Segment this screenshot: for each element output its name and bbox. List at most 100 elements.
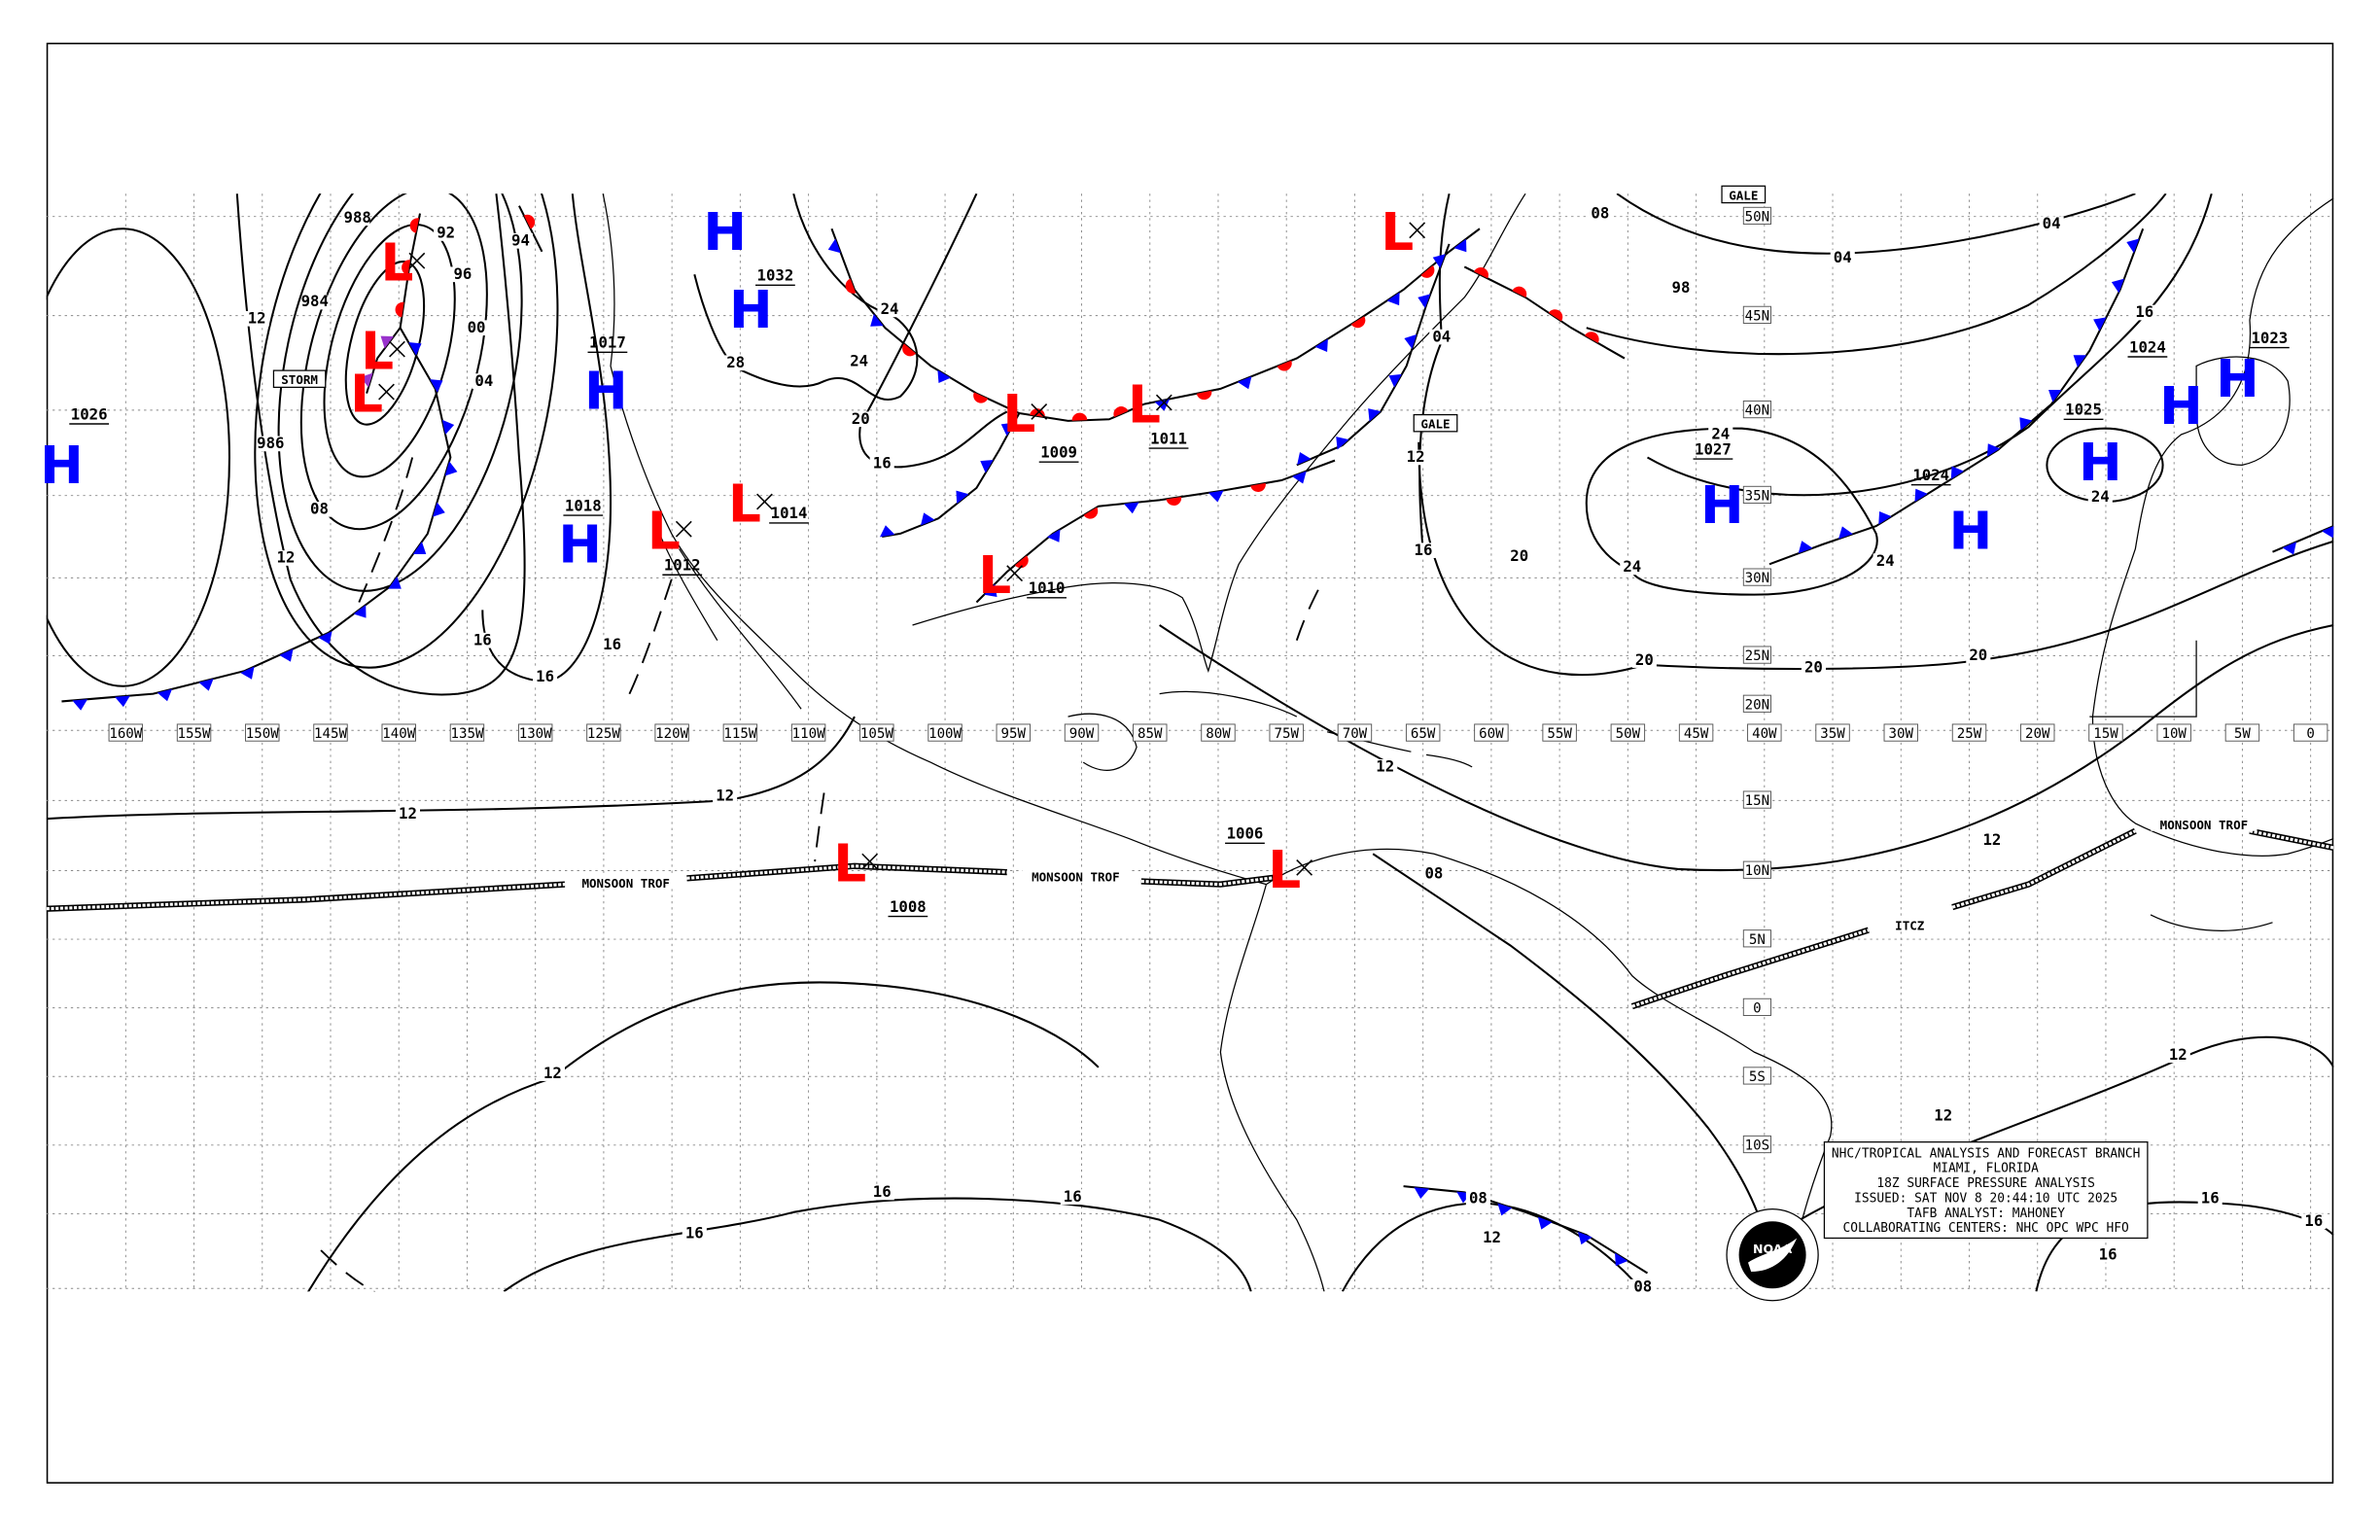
cold-front [1768,228,2145,566]
noaa-logo-text: NOAA [1753,1242,1793,1256]
svg-text:70W: 70W [1343,726,1368,742]
high-pressure-center: H 1024 [2127,337,2203,437]
svg-text:50N: 50N [1745,209,1769,225]
longitude-label: 0 [2292,723,2328,742]
front-triangle [353,605,367,618]
central-pressure-label: 1024 [2129,337,2166,356]
isobar-label: 12 [1982,830,2001,849]
trough-label: MONSOON TROF [581,876,670,891]
front-triangle [408,342,422,356]
isobar-label: 04 [1834,248,1852,266]
central-pressure-label: 1014 [771,504,808,522]
isobar-label: 28 [726,353,745,371]
lat-lon-grid [46,193,2334,1292]
front-triangle [937,369,951,384]
front-triangle [1388,373,1402,388]
front-semicircle [1166,497,1182,507]
front-semicircle [1474,267,1488,279]
isobar-label: 12 [1483,1228,1501,1246]
front-triangle [1386,292,1400,306]
front-semicircle [523,214,536,229]
svg-text:130W: 130W [519,726,552,742]
latitude-label: 30N [1742,568,1771,586]
warning-box-gale: GALE [1721,185,1767,204]
longitude-label: 10W [2156,723,2191,742]
front-triangle [2019,417,2033,431]
isobar-label: 16 [2099,1244,2118,1263]
svg-text:20N: 20N [1745,697,1769,713]
svg-text:5W: 5W [2234,726,2251,742]
svg-text:H: H [1949,502,1993,562]
front-triangle [870,313,884,327]
warning-box-gale: GALE [1413,413,1458,433]
longitude-label: 60W [1474,723,1509,742]
longitude-label: 100W [928,723,962,742]
front-triangle [388,576,402,589]
low-center-x-mark [1296,858,1313,876]
isobar-label: 24 [1876,551,1895,570]
isobar-label: 16 [2304,1211,2323,1230]
isobar-label: 08 [1633,1277,1652,1295]
svg-text:GALE: GALE [1729,188,1758,202]
front-triangle [2111,278,2124,294]
low-center-x-mark [675,520,692,538]
central-pressure-label: 1011 [1150,429,1187,447]
svg-text:30W: 30W [1889,726,1914,742]
svg-text:155W: 155W [178,726,211,742]
front-semicircle [1350,316,1366,329]
front-semicircle [902,343,916,357]
isobar-label: 12 [399,804,417,822]
isobar-label: 12 [277,548,296,567]
front-semicircle [1250,482,1266,493]
low-pressure-center: L [380,233,426,294]
latitude-label: 10N [1742,860,1771,879]
isobar-label: 12 [1407,447,1425,466]
high-pressure-center: H 1026 [40,404,110,496]
isobar-label: 94 [511,230,530,249]
front-triangle [956,490,969,505]
svg-text:H: H [2216,349,2259,409]
front-triangle [2093,317,2107,332]
front-triangle [430,379,443,393]
svg-text:L: L [350,364,383,424]
isobar-label: 24 [2091,487,2110,506]
svg-text:90W: 90W [1069,726,1095,742]
svg-text:75W: 75W [1274,726,1299,742]
svg-text:H: H [40,436,84,496]
longitude-label: 85W [1133,723,1168,742]
front-semicircle [395,301,404,318]
isobar-label: 16 [2135,302,2153,321]
svg-text:0: 0 [2306,726,2315,742]
svg-text:10S: 10S [1745,1138,1769,1154]
central-pressure-label: 1032 [757,266,794,285]
svg-text:20W: 20W [2025,726,2050,742]
title-line-4: ISSUED: SAT NOV 8 20:44:10 UTC 2025 [1854,1191,2118,1206]
front-triangle [412,542,427,554]
longitude-label: 125W [586,723,621,742]
svg-text:H: H [1700,475,1744,536]
low-pressure-center: L 1009 [1002,384,1079,463]
front-semicircle [402,260,411,275]
svg-text:15N: 15N [1745,793,1769,809]
front-semicircle [1420,264,1435,278]
front-triangle [1237,376,1252,390]
title-line-5: TAFB ANALYST: MAHONEY [1907,1207,2065,1221]
isobar-label: 16 [1415,541,1433,559]
isobar-label: 16 [603,635,621,653]
stationary-front [827,228,1020,414]
front-semicircle [845,278,857,294]
svg-text:H: H [2079,433,2122,493]
high-pressure-center: H 1023 [2216,329,2290,409]
isobar-label: 12 [248,308,266,327]
svg-text:STORM: STORM [281,372,318,387]
front-triangle [115,695,130,708]
central-pressure-label: 1009 [1040,442,1077,461]
front-triangle [1404,333,1418,349]
low-center-x-mark [1031,403,1048,420]
longitude-label: 130W [517,723,553,742]
front-triangle [1297,451,1312,466]
svg-text:115W: 115W [723,726,756,742]
longitude-labels: 160W 155W 150W 145W 140W 135W 130W 125W 120W 115W… [108,723,2328,742]
svg-text:L: L [1268,840,1301,900]
